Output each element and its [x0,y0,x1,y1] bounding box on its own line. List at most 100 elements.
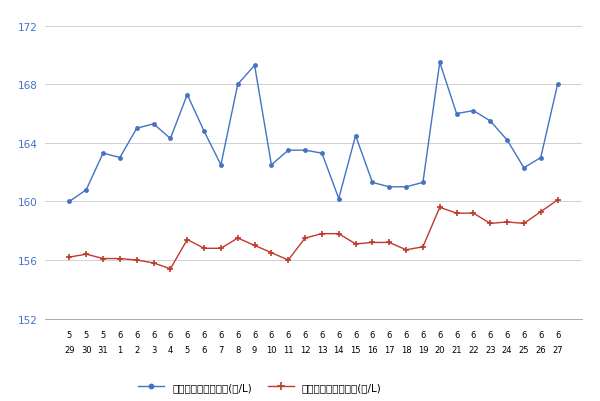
レギュラー実売価格(円/L) [436,205,443,210]
Text: 6: 6 [319,330,325,339]
Text: 27: 27 [552,345,563,354]
レギュラー実売価格(円/L) [234,236,241,241]
レギュラー実売価格(円/L) [217,246,224,251]
レギュラー看板価格(円/L) [520,166,527,171]
Text: 18: 18 [401,345,412,354]
レギュラー実売価格(円/L) [419,245,427,250]
Line: レギュラー実売価格(円/L): レギュラー実売価格(円/L) [66,197,561,273]
Text: 3: 3 [151,345,156,354]
レギュラー実売価格(円/L) [268,251,275,255]
Text: 24: 24 [502,345,512,354]
レギュラー看板価格(円/L) [301,148,308,153]
Text: 4: 4 [168,345,173,354]
Text: 14: 14 [334,345,344,354]
レギュラー看板価格(円/L) [284,148,292,153]
Text: 7: 7 [218,345,224,354]
レギュラー看板価格(円/L) [386,185,393,190]
Text: 11: 11 [283,345,293,354]
レギュラー実売価格(円/L) [503,220,511,225]
レギュラー実売価格(円/L) [66,255,73,260]
レギュラー実売価格(円/L) [167,267,174,271]
Text: 6: 6 [218,330,224,339]
レギュラー看板価格(円/L) [470,109,477,114]
Text: 6: 6 [286,330,291,339]
Text: 6: 6 [488,330,493,339]
レギュラー実売価格(円/L) [200,246,208,251]
レギュラー看板価格(円/L) [319,151,326,156]
レギュラー実売価格(円/L) [520,221,527,226]
レギュラー実売価格(円/L) [319,232,326,237]
レギュラー看板価格(円/L) [335,196,343,201]
Text: 21: 21 [451,345,462,354]
レギュラー実売価格(円/L) [251,243,258,248]
Text: 6: 6 [151,330,156,339]
Text: 6: 6 [437,330,442,339]
レギュラー看板価格(円/L) [200,130,208,134]
Text: 6: 6 [252,330,257,339]
Text: 6: 6 [538,330,544,339]
Text: 6: 6 [269,330,274,339]
Text: 6: 6 [555,330,560,339]
レギュラー実売価格(円/L) [100,257,107,261]
Text: 20: 20 [434,345,445,354]
レギュラー実売価格(円/L) [83,252,90,257]
レギュラー看板価格(円/L) [217,163,224,168]
レギュラー実売価格(円/L) [453,211,460,216]
Text: 10: 10 [266,345,277,354]
Text: 15: 15 [350,345,361,354]
Legend: レギュラー看板価格(円/L), レギュラー実売価格(円/L): レギュラー看板価格(円/L), レギュラー実売価格(円/L) [134,378,386,397]
Text: 6: 6 [117,330,122,339]
Text: 29: 29 [64,345,74,354]
Text: 22: 22 [468,345,479,354]
Text: 6: 6 [202,345,207,354]
Text: 26: 26 [535,345,546,354]
レギュラー看板価格(円/L) [487,119,494,124]
レギュラー看板価格(円/L) [251,64,258,69]
Text: 9: 9 [252,345,257,354]
Text: 2: 2 [134,345,139,354]
レギュラー看板価格(円/L) [167,137,174,142]
Text: 6: 6 [168,330,173,339]
Text: 5: 5 [100,330,106,339]
レギュラー看板価格(円/L) [234,83,241,87]
Text: 6: 6 [420,330,425,339]
レギュラー看板価格(円/L) [537,156,544,160]
Text: 6: 6 [302,330,308,339]
Text: 6: 6 [370,330,375,339]
レギュラー実売価格(円/L) [403,248,410,253]
Text: 6: 6 [454,330,459,339]
レギュラー実売価格(円/L) [386,241,393,245]
Text: 25: 25 [518,345,529,354]
Text: 6: 6 [403,330,409,339]
レギュラー看板価格(円/L) [83,188,90,192]
Text: 13: 13 [317,345,327,354]
レギュラー実売価格(円/L) [150,261,157,266]
Text: 6: 6 [185,330,190,339]
Text: 6: 6 [202,330,207,339]
Text: 5: 5 [83,330,89,339]
レギュラー看板価格(円/L) [503,138,511,143]
レギュラー看板価格(円/L) [66,200,73,205]
Text: 17: 17 [384,345,395,354]
レギュラー実売価格(円/L) [335,232,343,237]
Text: 6: 6 [235,330,241,339]
Text: 6: 6 [521,330,527,339]
Text: 6: 6 [353,330,358,339]
レギュラー実売価格(円/L) [554,198,561,203]
Text: 30: 30 [81,345,92,354]
レギュラー看板価格(円/L) [436,61,443,65]
Text: 5: 5 [185,345,190,354]
Text: 6: 6 [134,330,139,339]
Text: 6: 6 [386,330,392,339]
レギュラー看板価格(円/L) [150,122,157,127]
レギュラー実売価格(円/L) [537,210,544,215]
レギュラー看板価格(円/L) [369,180,376,185]
レギュラー看板価格(円/L) [184,93,191,98]
Text: 6: 6 [471,330,476,339]
レギュラー実売価格(円/L) [284,258,292,263]
レギュラー看板価格(円/L) [268,163,275,168]
Text: 6: 6 [505,330,510,339]
Text: 1: 1 [117,345,122,354]
レギュラー実売価格(円/L) [116,257,124,261]
レギュラー看板価格(円/L) [116,156,124,160]
